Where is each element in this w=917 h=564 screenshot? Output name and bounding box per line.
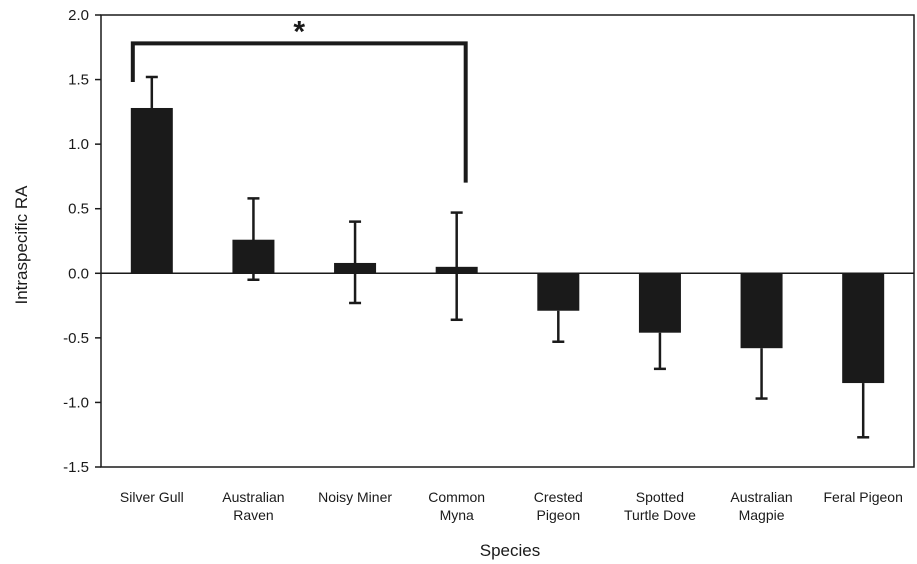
- y-tick-label: 0.0: [68, 265, 89, 282]
- error-bars: [145, 75, 870, 439]
- y-tick-label: -1.5: [63, 459, 89, 476]
- bar: [537, 273, 580, 311]
- x-axis-title: Species: [480, 541, 540, 560]
- significance-line: [130, 41, 468, 183]
- y-tick-label: 1.5: [68, 72, 89, 89]
- x-category-label: Australian Magpie: [730, 489, 792, 523]
- x-category-label: Common Myna: [428, 489, 485, 523]
- x-category-label: Silver Gull: [120, 489, 184, 505]
- x-category-label: Crested Pigeon: [534, 489, 583, 523]
- significance-marker: *: [293, 15, 305, 48]
- x-category-label: Australian Raven: [222, 489, 284, 523]
- significance-bracket: *: [130, 15, 468, 183]
- y-tick-label: 2.0: [68, 7, 89, 24]
- bar: [638, 273, 681, 333]
- x-axis-labels: Silver Gull Australian Raven Noisy Miner Com…: [120, 489, 903, 523]
- bar: [130, 107, 173, 274]
- x-category-label: Spotted Turtle Dove: [624, 489, 696, 523]
- y-tick-label: -0.5: [63, 330, 89, 347]
- plot-border: [100, 14, 915, 468]
- plot-frame: [100, 14, 915, 468]
- y-tick-label: 0.5: [68, 201, 89, 218]
- bars: [130, 107, 885, 384]
- y-axis-ticks: 2.0 1.5 1.0 0.5 0.0 -0.5 -1.0 -1.5: [63, 7, 101, 476]
- y-tick-label: -1.0: [63, 394, 89, 411]
- bar: [740, 273, 783, 349]
- x-category-label: Feral Pigeon: [823, 489, 902, 505]
- y-tick-label: 1.0: [68, 136, 89, 153]
- bar: [842, 273, 885, 384]
- y-axis-title: Intraspecific RA: [12, 185, 31, 305]
- x-category-label: Noisy Miner: [318, 489, 392, 505]
